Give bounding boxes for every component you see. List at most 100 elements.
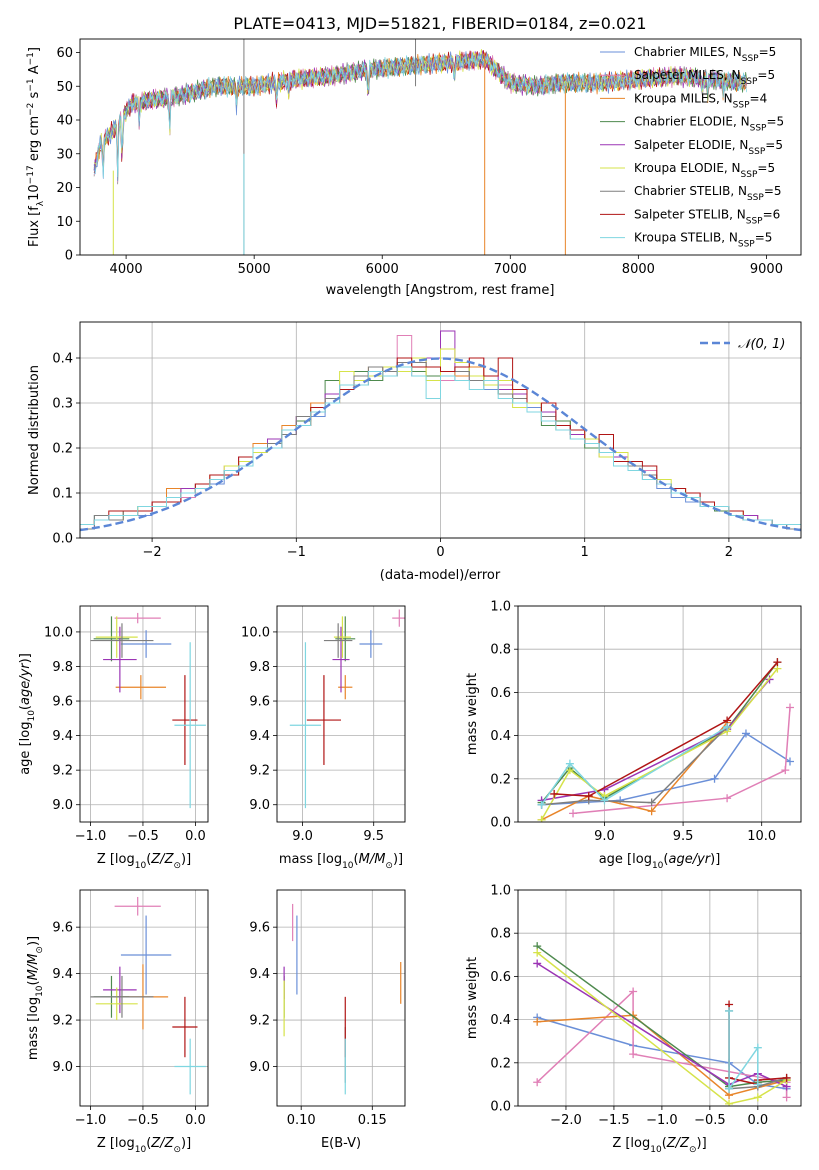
x-tick-label: 5000 [238, 262, 271, 277]
label-part: ⊙ [173, 861, 181, 871]
weight-marker [533, 959, 542, 968]
weight-line-chabrier-stelib [541, 726, 728, 806]
label-part: ( [146, 1136, 151, 1151]
residuals-y-label: Normed distribution [27, 365, 42, 495]
weight-marker [647, 807, 656, 816]
x-tick-label: 9.0 [292, 829, 313, 844]
label-part: ] [27, 47, 42, 52]
x-tick-label: 0.15 [358, 1113, 387, 1128]
label-part: ( [662, 1136, 667, 1151]
label-part: −1 [26, 78, 36, 91]
mass-weight-vs-metallicity-panel: −2.0 −1.5 −1.0 −0.5 0.0 0.0 0.2 0.4 0.6 0.8 1.0 Z [… [465, 884, 802, 1155]
label-part: Z/Z [150, 852, 174, 867]
y-tick-label: 60 [56, 46, 73, 61]
label-part: SSP [741, 170, 758, 180]
y-tick-label: 0.1 [52, 487, 73, 502]
plot-area [537, 658, 794, 822]
label-part: ( [354, 852, 359, 867]
weight-marker [569, 809, 578, 818]
x-tick-label: −0.5 [127, 1113, 159, 1128]
legend-label: Chabrier ELODIE, NSSP=5 [634, 115, 784, 134]
label-part: SSP [742, 54, 759, 64]
legend-label: Kroupa MILES, NSSP=4 [634, 91, 767, 110]
label-part: Chabrier MILES, N [634, 45, 742, 59]
y-tick-label: 0.2 [52, 442, 73, 457]
weight-marker [600, 796, 609, 805]
y-tick-label: 9.8 [249, 660, 270, 675]
axes-frame [517, 889, 802, 1107]
y-tick-label: 9.2 [52, 764, 73, 779]
plot-area [90, 612, 206, 809]
weight-line-chabrier-elodie [541, 661, 778, 804]
label-part: =5 [765, 138, 783, 152]
plot-area [80, 330, 801, 538]
x-tick-label: −1.5 [598, 1113, 630, 1128]
label-part: =5 [755, 231, 773, 245]
label-part: SSP [750, 124, 767, 134]
label-part: Chabrier STELIB, N [634, 184, 747, 198]
y-axis-label: mass weight [465, 673, 480, 755]
weight-line-kroupa-elodie [536, 952, 787, 1105]
weight-marker [533, 1017, 542, 1026]
mass-vs-extinction-panel: 0.10 0.15 9.0 9.2 9.4 9.6 E(B-V) [249, 889, 406, 1151]
legend-label: Chabrier STELIB, NSSP=5 [634, 184, 782, 203]
label-part: )] [181, 852, 191, 867]
label-part: )] [181, 1136, 191, 1151]
x-tick-label: 4000 [110, 262, 143, 277]
x-tick-label: 0.10 [287, 1113, 316, 1128]
plot-area [289, 609, 405, 809]
y-tick-label: 0 [65, 249, 73, 264]
y-tick-label: 0.2 [490, 1056, 511, 1071]
weight-marker [753, 1080, 762, 1089]
y-tick-label: 0.3 [52, 397, 73, 412]
label-part: Kroupa MILES, N [634, 91, 733, 105]
weight-line-kroupa-elodie [540, 668, 778, 821]
mass-weight-vs-age-panel: 9.0 9.5 10.0 0.0 0.2 0.4 0.6 0.8 1.0 age [log10(a… [465, 600, 802, 871]
label-part: A [27, 65, 42, 78]
y-axis-label: age [log10(age/yr)] [18, 653, 37, 775]
y-tick-label: 10.0 [241, 625, 270, 640]
label-part: )] [26, 936, 41, 946]
label-part: ⊙ [173, 1145, 181, 1155]
x-axis-label: Z [log10(Z/Z⊙)] [612, 1136, 706, 1155]
label-part: =5 [757, 68, 775, 82]
legend-label: Salpeter STELIB, NSSP=6 [634, 207, 780, 226]
label-part: 10 [135, 1145, 147, 1155]
weight-line-kroupa-stelib [540, 726, 728, 806]
x-tick-label: 0.0 [185, 829, 206, 844]
weight-marker [725, 1099, 734, 1106]
x-tick-label: 0.0 [185, 1113, 206, 1128]
weight-line-salpeter-stelib [554, 661, 778, 797]
y-tick-label: 0.8 [490, 927, 511, 942]
legend-label: Salpeter MILES, NSSP=5 [634, 68, 775, 87]
y-tick-label: 10 [56, 215, 73, 230]
plot-area [90, 896, 206, 1095]
x-tick-label: −1.0 [646, 1113, 678, 1128]
weight-line-salpeter-miles [572, 707, 791, 815]
label-part: )] [710, 852, 720, 867]
x-tick-label: −2.0 [550, 1113, 582, 1128]
y-axis-label: mass weight [465, 957, 480, 1039]
label-part: 10 [650, 1145, 662, 1155]
weight-marker [753, 1093, 762, 1102]
y-tick-label: 9.4 [249, 729, 270, 744]
y-tick-label: 9.0 [249, 1060, 270, 1075]
y-tick-label: 9.0 [52, 1060, 73, 1075]
y-tick-label: 0.8 [490, 643, 511, 658]
x-axis-label: age [log10(age/yr)] [599, 852, 721, 871]
y-tick-label: 0.2 [490, 772, 511, 787]
mass-vs-metallicity-panel: −1.0 −0.5 0.09.09.29.49.6Z [log10(Z/Z⊙)]ma… [26, 889, 209, 1155]
label-part: 10 [135, 861, 147, 871]
weight-marker [782, 1093, 791, 1102]
label-part: 10 [35, 985, 45, 997]
label-part: =5 [764, 184, 782, 198]
x-tick-label: 2 [725, 545, 733, 560]
spectrum-y-label: Flux [fλ10−17 erg cm−2 s−1 A−1] [26, 47, 46, 247]
y-tick-label: 9.0 [249, 798, 270, 813]
label-part: M/M [26, 954, 41, 981]
y-tick-label: 9.2 [249, 1014, 270, 1029]
label-part: SSP [748, 147, 765, 157]
label-part: =5 [759, 45, 777, 59]
weight-line-salpeter-elodie [536, 962, 787, 1088]
x-tick-label: 9.0 [594, 829, 615, 844]
